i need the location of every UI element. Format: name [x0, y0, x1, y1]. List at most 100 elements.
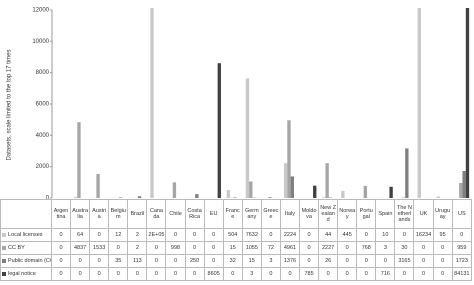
value-cell: 0: [165, 228, 186, 242]
legend-label: Local licenses: [8, 232, 43, 238]
value-cell: 0: [146, 241, 167, 255]
value-cell: 0: [318, 267, 339, 281]
category-label: Austria: [89, 199, 110, 229]
value-cell: 2: [127, 228, 148, 242]
legend-entry: CC BY: [0, 241, 52, 255]
value-cell: 84131: [451, 267, 473, 281]
value-cell: 0: [146, 254, 167, 268]
value-cell: 0: [50, 241, 72, 255]
value-cell: 250: [184, 254, 205, 268]
category-label: Italy: [279, 199, 301, 229]
bar: [389, 186, 393, 198]
legend-entry: Public domain (CC0, PDDL): [0, 254, 52, 268]
value-cell: 3: [375, 241, 396, 255]
legend-entry: Local licenses: [0, 228, 52, 242]
bar: [172, 182, 177, 198]
value-cell: 0: [50, 254, 72, 268]
value-cell: 445: [337, 228, 358, 242]
bar: [462, 171, 466, 198]
plot: Datasets, scale limited to the top 17 ti…: [7, 8, 470, 200]
bar: [195, 194, 199, 198]
value-cell: 0: [432, 267, 453, 281]
category-label: The Netherlands: [394, 199, 415, 229]
bar: [325, 163, 329, 198]
bar: [322, 197, 326, 198]
bar: [417, 8, 421, 198]
value-cell: 10: [375, 228, 396, 242]
value-cell: 95: [432, 228, 453, 242]
category-label: Greece: [260, 199, 281, 229]
value-cell: 0: [50, 228, 72, 242]
bars: [73, 8, 470, 198]
value-cell: 0: [108, 267, 129, 281]
value-cell: 0: [70, 267, 91, 281]
bar: [436, 196, 441, 198]
value-cell: 1533: [89, 241, 110, 255]
value-cell: 716: [375, 267, 396, 281]
value-cell: 0: [375, 254, 396, 268]
legend-key: [2, 258, 6, 263]
category-label: Moldova: [299, 199, 320, 229]
category-label: EU: [203, 199, 224, 229]
value-cell: 0: [108, 241, 129, 255]
value-cell: 0: [432, 241, 453, 255]
y-tick-label: 8000: [36, 70, 50, 76]
value-cell: 0: [203, 254, 224, 268]
legend-key: [2, 245, 6, 250]
y-axis-label: Datasets, scale limited to the top 17 ti…: [7, 49, 13, 160]
category-label: Argentina: [50, 199, 72, 229]
table-header: Argentina Australia Austria Belgium Brazil Ca…: [0, 199, 473, 229]
bar: [283, 163, 288, 198]
category-label: Norway: [337, 199, 358, 229]
bar: [150, 8, 154, 198]
value-cell: 998: [165, 241, 186, 255]
bar: [118, 197, 123, 198]
bar: [73, 196, 78, 198]
value-cell: 1376: [279, 254, 301, 268]
value-cell: 0: [89, 254, 110, 268]
value-cell: 15: [241, 254, 262, 268]
y-tick-label: 4000: [36, 133, 50, 139]
data-table: Argentina Australia Austria Belgium Brazil Ca…: [0, 199, 473, 281]
value-cell: 3: [260, 254, 281, 268]
value-cell: 0: [413, 241, 434, 255]
value-cell: 0: [413, 267, 434, 281]
bar: [313, 185, 317, 198]
value-cell: 3165: [394, 254, 415, 268]
value-cell: 2E+05: [146, 228, 167, 242]
value-cell: 0: [432, 254, 453, 268]
series-row: legal notice 0 0 0 0 0 0 0 0 8605 0 3 0 0 785 0 0 0 716 0 0 0…: [0, 267, 473, 281]
value-cell: 0: [184, 267, 205, 281]
bar: [268, 196, 272, 198]
bar: [233, 197, 237, 198]
value-cell: 1055: [241, 241, 262, 255]
bar: [137, 196, 142, 198]
value-cell: 32: [222, 254, 243, 268]
bar: [341, 191, 345, 198]
value-cell: 0: [299, 254, 320, 268]
value-cell: 2: [127, 241, 148, 255]
bar: [226, 190, 231, 198]
value-cell: 113: [127, 254, 148, 268]
legend-entry: legal notice: [0, 267, 52, 281]
corner-cell: [0, 199, 52, 229]
category-label: US: [451, 199, 473, 229]
value-cell: 0: [184, 241, 205, 255]
legend-key: [2, 271, 6, 276]
y-tick-label: 12000: [32, 8, 49, 14]
value-cell: 44: [318, 228, 339, 242]
legend-label: legal notice: [8, 271, 36, 277]
value-cell: 0: [356, 267, 377, 281]
value-cell: 0: [394, 228, 415, 242]
value-cell: 0: [260, 228, 281, 242]
y-tick-label: 0: [46, 196, 50, 200]
bar: [290, 176, 294, 198]
value-cell: 0: [337, 267, 358, 281]
value-cell: 0: [394, 267, 415, 281]
category-label: New Zealand: [318, 199, 339, 229]
value-cell: 0: [356, 254, 377, 268]
value-cell: 768: [356, 241, 377, 255]
value-cell: 0: [299, 241, 320, 255]
category-label: Uruguay: [432, 199, 453, 229]
